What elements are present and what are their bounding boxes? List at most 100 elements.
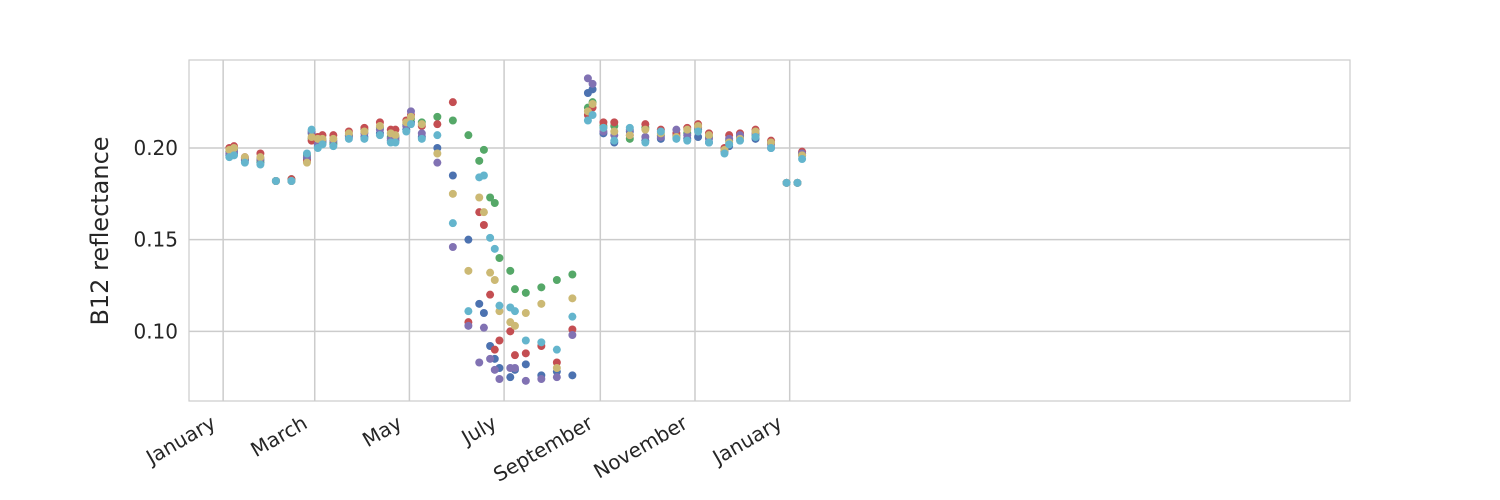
data-point [588,85,597,94]
data-point [433,158,442,167]
data-point [751,133,760,141]
data-point [767,144,776,152]
data-point [694,122,703,130]
data-point [479,171,488,180]
data-point [329,134,338,143]
data-point [510,321,519,330]
data-point [552,345,561,354]
data-point [510,285,519,294]
data-point [448,243,457,251]
data-point [479,208,488,217]
data-point [448,189,457,198]
data-point [287,177,296,185]
x-tick-label: March [246,411,311,462]
data-point [552,373,561,382]
x-tick-label: November [589,410,692,483]
data-point [720,149,729,158]
y-tick-label: 0.20 [133,136,178,160]
data-point [448,171,457,180]
data-point [464,321,473,330]
y-tick-labels: 0.10 0.15 0.20 [133,136,178,343]
data-point [490,244,499,253]
data-point [625,123,634,132]
data-point [641,133,650,141]
data-point [521,360,530,369]
data-point [433,120,442,129]
plot-area [188,59,1351,402]
data-point [475,358,484,367]
data-point [360,127,369,136]
data-point [486,233,495,242]
data-point [599,118,608,127]
data-point [537,338,546,347]
data-point [240,153,249,162]
data-point [510,351,519,360]
data-point [360,134,369,143]
data-point [610,118,619,127]
data-point [683,125,692,134]
x-tick-label: July [456,410,501,450]
data-point [417,134,426,143]
data-point [464,307,473,316]
data-point [537,375,546,383]
data-point [506,373,515,382]
x-tick-label: September [489,410,597,486]
x-tick-label: May [358,410,406,452]
data-point [521,336,530,345]
data-point [490,276,499,284]
data-point [490,345,499,354]
data-point [495,301,504,310]
data-point [521,288,530,297]
data-point [683,136,692,145]
data-point [495,254,504,262]
y-axis-title: B12 reflectance [86,136,114,325]
data-point [464,235,473,244]
data-point [230,144,239,152]
data-point [767,138,776,147]
data-point [704,131,713,140]
data-point [318,140,327,149]
data-point [568,294,577,303]
data-point [521,376,530,385]
data-point [610,127,619,136]
data-point [656,127,665,136]
data-point [256,153,265,162]
data-point [344,129,353,138]
data-point [486,193,495,202]
data-point [588,111,597,119]
data-point [402,127,411,136]
data-point [694,127,703,136]
data-point [672,134,681,143]
data-point [599,123,608,132]
data-point [475,156,484,165]
data-point [448,219,457,228]
data-point [475,193,484,202]
data-point [495,375,504,383]
data-point [510,307,519,316]
data-point [588,79,597,88]
data-point [694,133,703,141]
data-point [641,120,650,129]
data-point [782,178,791,187]
data-point [240,158,249,167]
data-point [433,149,442,158]
data-point [506,266,515,275]
data-point [751,127,760,136]
data-point [433,131,442,140]
data-point [583,116,592,125]
y-tick-label: 0.10 [133,319,178,343]
data-point [568,331,577,339]
data-point [625,131,634,140]
data-point [329,142,338,151]
x-tick-label: January [140,410,220,470]
data-point [552,276,561,284]
data-point [521,309,530,317]
data-point [433,112,442,121]
data-point [793,178,802,187]
data-point [704,138,713,147]
data-point [307,133,316,141]
data-point [486,268,495,277]
